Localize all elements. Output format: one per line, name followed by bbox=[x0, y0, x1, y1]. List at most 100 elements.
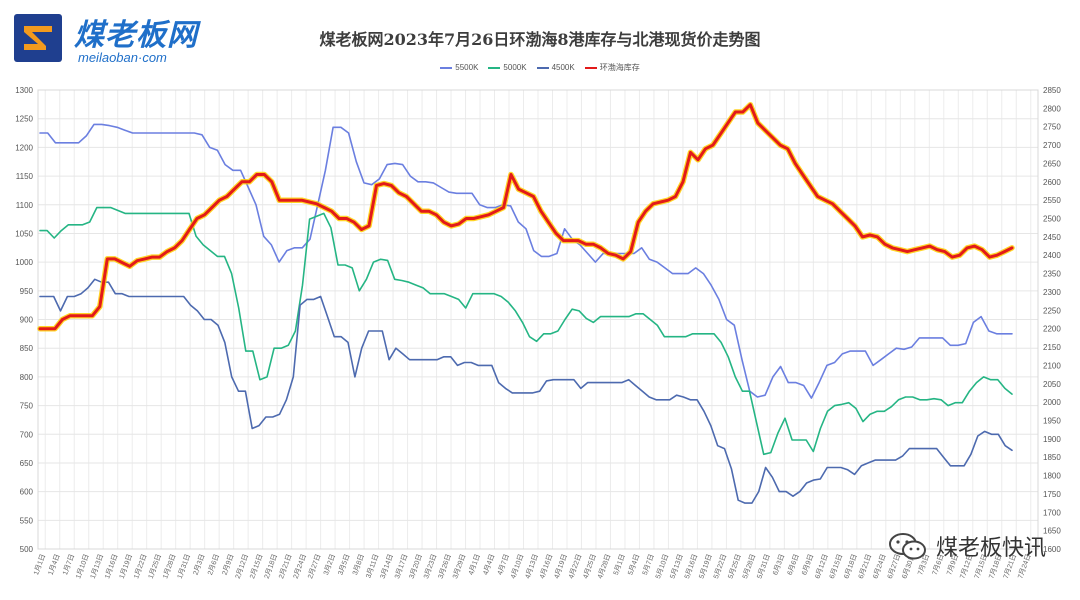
x-tick-label: 4月28日 bbox=[596, 553, 612, 580]
y-tick-label-left: 600 bbox=[20, 488, 34, 497]
x-tick-label: 2月6日 bbox=[206, 553, 221, 576]
x-tick-label: 6月9日 bbox=[800, 553, 815, 576]
y-tick-label-left: 950 bbox=[20, 287, 34, 296]
y-tick-label-left: 850 bbox=[20, 344, 34, 353]
y-tick-label-right: 2650 bbox=[1043, 159, 1061, 168]
y-tick-label-right: 2850 bbox=[1043, 86, 1061, 95]
x-tick-label: 5月22日 bbox=[712, 553, 728, 580]
x-tick-label: 5月28日 bbox=[741, 553, 757, 580]
y-tick-label-left: 1050 bbox=[15, 229, 33, 238]
legend-item[interactable]: 5500K bbox=[440, 62, 478, 73]
x-tick-label: 6月3日 bbox=[771, 553, 786, 576]
y-tick-label-right: 1650 bbox=[1043, 527, 1061, 536]
x-tick-label: 5月7日 bbox=[641, 553, 656, 576]
x-tick-label: 5月19日 bbox=[697, 553, 713, 580]
y-tick-label-right: 2000 bbox=[1043, 398, 1061, 407]
y-tick-label-right: 1950 bbox=[1043, 416, 1061, 425]
legend-swatch bbox=[488, 66, 501, 69]
logo-text: 煤老板网 bbox=[74, 18, 198, 53]
x-tick-label: 4月7日 bbox=[496, 553, 511, 576]
x-tick-label: 5月10日 bbox=[654, 553, 670, 580]
y-tick-label-left: 650 bbox=[20, 459, 34, 468]
legend-item[interactable]: 4500K bbox=[536, 62, 575, 73]
legend-item[interactable]: 5000K bbox=[488, 62, 527, 73]
y-tick-label-right: 2100 bbox=[1043, 361, 1061, 370]
x-tick-label: 6月18日 bbox=[842, 553, 858, 580]
logo: 煤老板网 meilaoban·com bbox=[12, 10, 232, 70]
series-line bbox=[38, 103, 1014, 331]
y-tick-label-left: 1150 bbox=[16, 172, 34, 181]
y-tick-label-left: 1000 bbox=[15, 258, 33, 267]
y-tick-label-left: 550 bbox=[20, 516, 34, 525]
y-tick-label-right: 2250 bbox=[1043, 306, 1061, 315]
x-tick-label: 3月23日 bbox=[422, 553, 438, 580]
y-tick-label-right: 2450 bbox=[1043, 233, 1061, 242]
x-tick-label: 4月1日 bbox=[467, 553, 482, 576]
x-tick-label: 4月4日 bbox=[481, 553, 496, 576]
x-tick-label: 3月8日 bbox=[351, 553, 366, 576]
x-tick-label: 6月21日 bbox=[857, 553, 873, 580]
y-tick-label-left: 1100 bbox=[16, 201, 34, 210]
series-line bbox=[39, 278, 1013, 504]
legend-label: 5000K bbox=[503, 63, 527, 72]
footer-brand-text: 煤老板快讯 bbox=[935, 536, 1046, 561]
y-tick-label-right: 2800 bbox=[1043, 104, 1061, 113]
x-tick-label: 4月25日 bbox=[582, 553, 598, 580]
y-tick-label-right: 2400 bbox=[1043, 251, 1061, 260]
x-tick-label: 5月25日 bbox=[726, 553, 742, 580]
x-tick-label: 6月24日 bbox=[871, 553, 887, 580]
legend-swatch bbox=[440, 66, 453, 69]
x-tick-label: 2月12日 bbox=[234, 553, 250, 580]
x-tick-label: 5月1日 bbox=[612, 553, 627, 576]
logo-url: meilaoban·com bbox=[78, 50, 167, 65]
y-tick-label-left: 750 bbox=[20, 402, 34, 411]
x-tick-label: 2月3日 bbox=[192, 553, 207, 576]
x-tick-label: 3月11日 bbox=[364, 553, 380, 579]
y-tick-label-right: 2750 bbox=[1043, 123, 1061, 132]
x-tick-label: 4月16日 bbox=[538, 553, 554, 580]
legend-swatch bbox=[536, 66, 549, 69]
x-tick-label: 2月21日 bbox=[277, 553, 293, 580]
x-tick-label: 1月7日 bbox=[61, 553, 76, 576]
legend-swatch bbox=[584, 66, 597, 69]
x-tick-label: 1月31日 bbox=[176, 553, 192, 580]
y-tick-label-right: 2150 bbox=[1043, 343, 1061, 352]
y-tick-label-left: 900 bbox=[20, 316, 34, 325]
x-tick-label: 1月25日 bbox=[147, 553, 163, 580]
plot-frame bbox=[37, 89, 1039, 550]
x-tick-label: 5月13日 bbox=[669, 553, 685, 580]
x-tick-label: 4月22日 bbox=[567, 553, 583, 580]
wechat-icon bbox=[888, 533, 926, 560]
x-tick-label: 3月29日 bbox=[451, 553, 467, 580]
x-tick-label: 1月4日 bbox=[47, 553, 62, 576]
legend-label: 4500K bbox=[551, 63, 575, 72]
x-tick-label: 5月4日 bbox=[626, 553, 641, 576]
y-tick-label-right: 1850 bbox=[1043, 453, 1061, 462]
y-tick-label-right: 2550 bbox=[1043, 196, 1061, 205]
y-tick-label-left: 1200 bbox=[15, 143, 33, 152]
x-tick-label: 6月15日 bbox=[828, 553, 844, 580]
y-tick-label-right: 1600 bbox=[1043, 545, 1061, 554]
x-tick-label: 1月16日 bbox=[103, 553, 119, 580]
x-tick-label: 1月13日 bbox=[89, 553, 105, 580]
y-tick-label-right: 2700 bbox=[1043, 141, 1061, 150]
chart-title: 煤老板网2023年7月26日环渤海8港库存与北港现货价走势图 bbox=[319, 30, 761, 49]
x-tick-label: 2月15日 bbox=[248, 553, 264, 580]
x-tick-label: 2月24日 bbox=[292, 553, 308, 580]
x-tick-label: 6月12日 bbox=[813, 553, 829, 580]
series-line bbox=[39, 123, 1013, 399]
x-tick-label: 3月14日 bbox=[379, 553, 395, 580]
x-tick-label: 3月26日 bbox=[437, 553, 453, 580]
x-tick-label: 4月10日 bbox=[509, 553, 525, 580]
x-tick-label: 5月31日 bbox=[755, 553, 771, 580]
y-tick-label-right: 2300 bbox=[1043, 288, 1061, 297]
y-tick-label-left: 1300 bbox=[15, 86, 33, 95]
x-tick-label: 1月10日 bbox=[74, 553, 90, 580]
x-tick-label: 1月28日 bbox=[161, 553, 177, 580]
legend-item[interactable]: 环渤海库存 bbox=[584, 62, 640, 73]
legend-label: 5500K bbox=[455, 63, 479, 72]
x-tick-label: 4月19日 bbox=[553, 553, 569, 580]
x-tick-label: 3月2日 bbox=[322, 553, 337, 576]
y-tick-label-right: 1800 bbox=[1043, 472, 1061, 481]
x-tick-label: 1月22日 bbox=[132, 553, 148, 580]
